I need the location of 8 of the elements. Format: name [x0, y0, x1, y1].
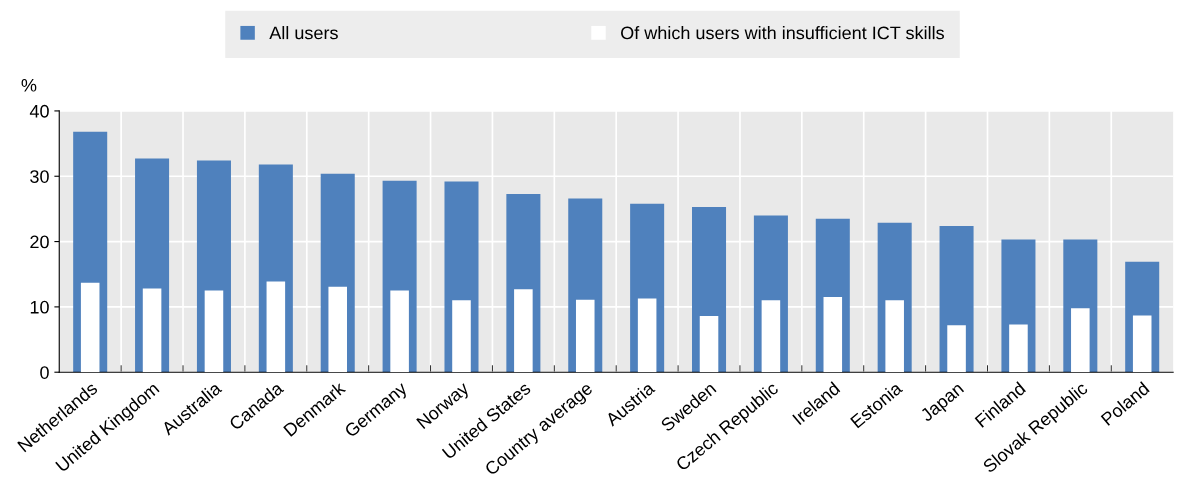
y-tick-label: 0 — [40, 366, 49, 379]
y-tick-label: 30 — [30, 170, 49, 183]
y-tick-label: 20 — [30, 235, 49, 249]
y-tick-label: 40 — [29, 104, 49, 118]
y-tick-label: 10 — [30, 300, 49, 314]
y-axis-title: % — [21, 78, 37, 92]
legend-label: All users — [269, 26, 338, 40]
legend-label: Of which users with insufficient ICT skills — [621, 26, 944, 40]
